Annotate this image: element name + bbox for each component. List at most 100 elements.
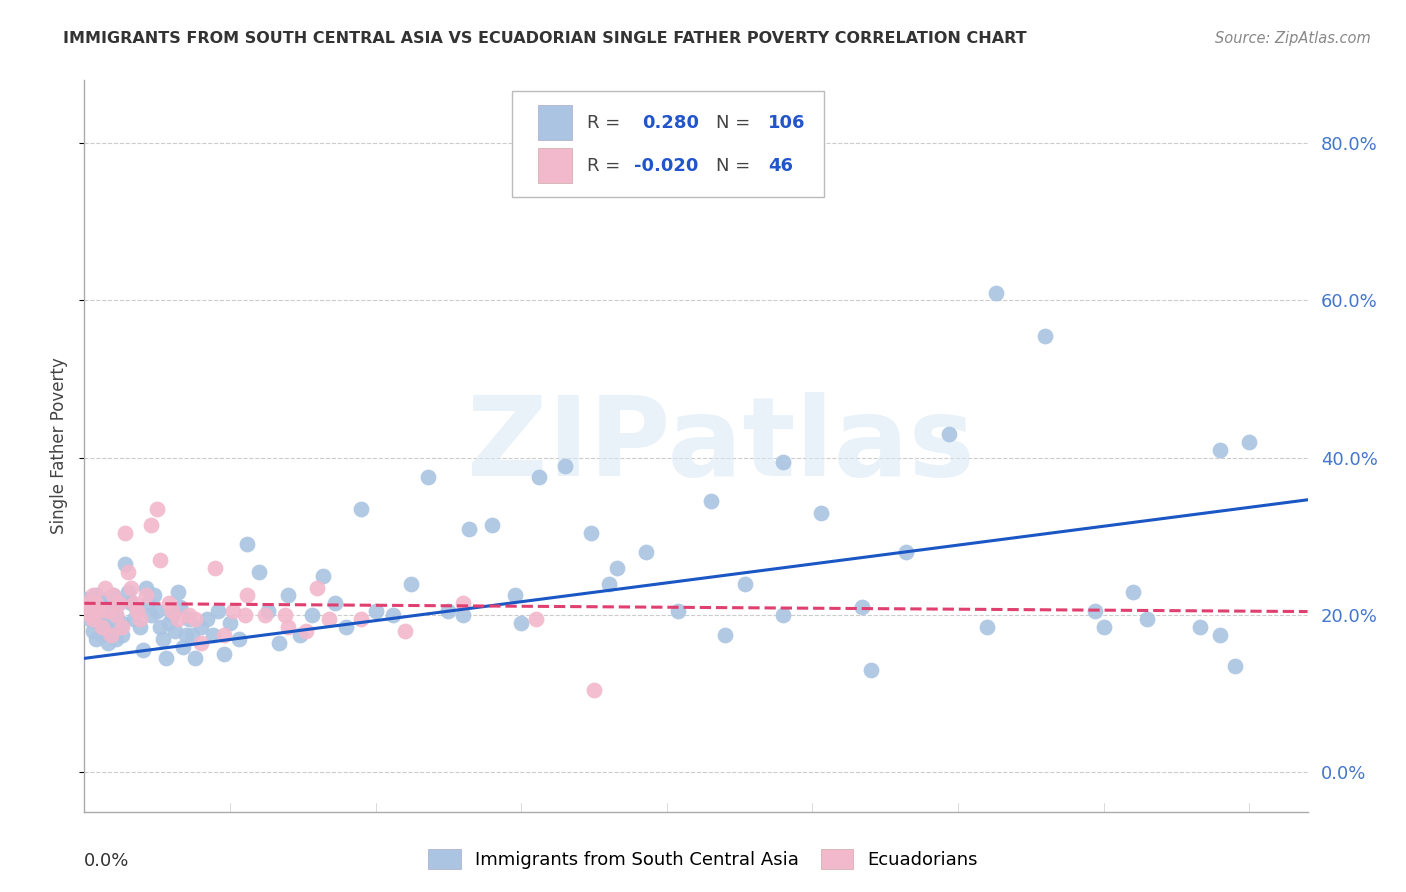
- Point: [318, 612, 340, 626]
- Text: IMMIGRANTS FROM SOUTH CENTRAL ASIA VS ECUADORIAN SINGLE FATHER POVERTY CORRELATI: IMMIGRANTS FROM SOUTH CENTRAL ASIA VS EC…: [63, 31, 1026, 46]
- Point: [1136, 612, 1159, 626]
- Point: [169, 600, 191, 615]
- Point: [90, 596, 112, 610]
- FancyBboxPatch shape: [538, 105, 572, 140]
- Point: [97, 604, 120, 618]
- Point: [195, 612, 218, 626]
- Point: [141, 517, 163, 532]
- Point: [307, 581, 329, 595]
- Point: [527, 470, 550, 484]
- Point: [233, 608, 256, 623]
- Point: [335, 620, 357, 634]
- Point: [152, 632, 174, 646]
- Point: [394, 624, 416, 638]
- Point: [146, 604, 169, 618]
- Point: [138, 596, 160, 610]
- Point: [135, 589, 157, 603]
- Point: [103, 589, 125, 603]
- Point: [269, 635, 291, 649]
- Point: [437, 604, 460, 618]
- Point: [734, 576, 756, 591]
- Point: [323, 596, 346, 610]
- Point: [714, 628, 737, 642]
- Point: [172, 640, 194, 654]
- Point: [84, 596, 107, 610]
- Point: [772, 608, 794, 623]
- Y-axis label: Single Father Poverty: Single Father Poverty: [51, 358, 69, 534]
- Point: [120, 581, 142, 595]
- Point: [76, 596, 98, 610]
- Point: [108, 596, 131, 610]
- Point: [84, 589, 107, 603]
- Point: [382, 608, 405, 623]
- Point: [274, 608, 297, 623]
- Point: [111, 615, 134, 630]
- Point: [253, 608, 276, 623]
- Point: [108, 596, 131, 610]
- Point: [93, 620, 115, 634]
- Point: [554, 458, 576, 473]
- Point: [810, 506, 832, 520]
- Point: [984, 285, 1007, 300]
- Point: [82, 612, 104, 626]
- Point: [699, 494, 721, 508]
- Point: [111, 620, 134, 634]
- Point: [1188, 620, 1211, 634]
- Point: [117, 584, 139, 599]
- Point: [184, 612, 207, 626]
- Point: [149, 620, 172, 634]
- Point: [451, 596, 474, 610]
- Point: [149, 553, 172, 567]
- Text: 46: 46: [768, 157, 793, 175]
- Point: [103, 624, 125, 638]
- Point: [128, 620, 150, 634]
- Point: [212, 648, 235, 662]
- Point: [181, 628, 204, 642]
- Point: [122, 612, 145, 626]
- Point: [128, 612, 150, 626]
- Point: [1223, 659, 1246, 673]
- Point: [312, 568, 335, 582]
- Point: [204, 561, 226, 575]
- Point: [125, 604, 148, 618]
- Point: [93, 581, 115, 595]
- Point: [87, 615, 110, 630]
- Point: [105, 608, 128, 623]
- Point: [166, 584, 188, 599]
- Point: [859, 663, 882, 677]
- Point: [247, 565, 270, 579]
- Point: [155, 651, 177, 665]
- Point: [166, 612, 188, 626]
- Point: [938, 427, 960, 442]
- Point: [100, 628, 122, 642]
- Point: [583, 682, 606, 697]
- Point: [350, 612, 373, 626]
- Point: [1209, 628, 1232, 642]
- Text: -0.020: -0.020: [634, 157, 697, 175]
- Point: [976, 620, 998, 634]
- Point: [103, 589, 125, 603]
- Point: [122, 596, 145, 610]
- Point: [100, 600, 122, 615]
- Point: [157, 596, 180, 610]
- Point: [579, 525, 602, 540]
- Point: [190, 635, 212, 649]
- Text: N =: N =: [716, 157, 755, 175]
- Point: [1209, 442, 1232, 457]
- FancyBboxPatch shape: [513, 91, 824, 197]
- Point: [219, 615, 242, 630]
- Point: [364, 604, 387, 618]
- Point: [772, 455, 794, 469]
- Point: [350, 502, 373, 516]
- Point: [135, 581, 157, 595]
- Point: [228, 632, 250, 646]
- Point: [294, 624, 316, 638]
- Point: [184, 651, 207, 665]
- Point: [87, 604, 110, 618]
- Text: Source: ZipAtlas.com: Source: ZipAtlas.com: [1215, 31, 1371, 46]
- Point: [257, 604, 280, 618]
- Point: [1035, 329, 1057, 343]
- Point: [1092, 620, 1115, 634]
- Point: [277, 620, 299, 634]
- Text: 0.280: 0.280: [643, 113, 699, 132]
